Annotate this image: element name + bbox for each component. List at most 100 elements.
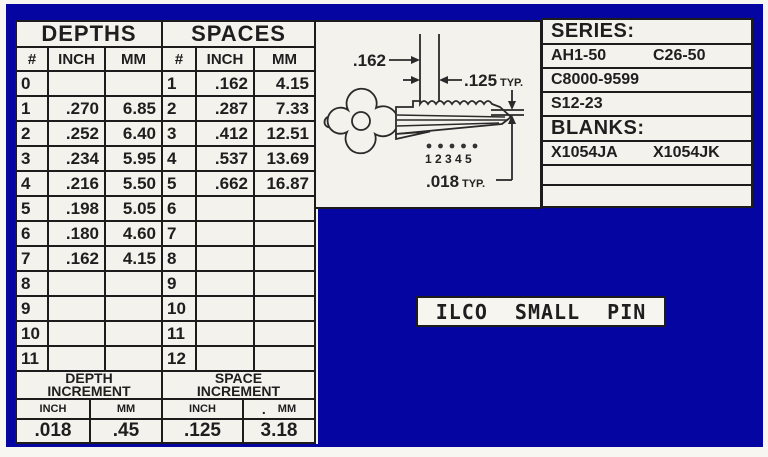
- depth-row-number: 9: [17, 297, 49, 322]
- extension-lines: [419, 34, 440, 102]
- depth-inch-value: .198: [49, 197, 106, 222]
- blade-milling-lines: [396, 114, 507, 127]
- space-increment-title-line1: SPACE: [214, 372, 263, 386]
- depth-row-number: 5: [17, 197, 49, 222]
- space-row-number: 7: [163, 222, 197, 247]
- space-inch-value: [197, 222, 255, 247]
- dim-first-cut-label: .162: [353, 51, 386, 70]
- depth-mm-value: 5.05: [106, 197, 163, 222]
- section-header-row: BLANKS:: [543, 117, 751, 142]
- space-row-number: 3: [163, 122, 197, 147]
- space-mm-value: [255, 272, 316, 297]
- space-inch-value: [197, 347, 255, 372]
- space-inch-value: [197, 197, 255, 222]
- spacing-dimension: .125 TYP.: [403, 71, 523, 90]
- series-blanks-panel: SERIES: AH1-50 C26-50 C8000-9599 S12-23 BLANK…: [541, 18, 753, 208]
- depth-increment-inch-label: INCH: [17, 400, 91, 420]
- depth-inch-value: [49, 297, 106, 322]
- increment-tables: DEPTH INCREMENT SPACE INCREMENT INCH MM …: [15, 372, 318, 444]
- space-row-number: 9: [163, 272, 197, 297]
- depth-inch-value: .162: [49, 247, 106, 272]
- cut-position-numbers: 1 2 3 4 5: [425, 152, 472, 166]
- depth-inch-value: [49, 72, 106, 97]
- series-value-left: AH1-50: [551, 47, 607, 64]
- space-inch-value: .662: [197, 172, 255, 197]
- space-increment-mm-text: MM: [277, 403, 297, 415]
- key-blade-tail: [395, 130, 431, 141]
- space-row-number: 11: [163, 322, 197, 347]
- stray-dot: .: [261, 401, 266, 417]
- depths-spaces-panel: DEPTHS SPACES # INCH MM # INCH MM 0 1.162…: [15, 20, 318, 444]
- depth-inch-value: .234: [49, 147, 106, 172]
- depth-inch-value: [49, 322, 106, 347]
- space-row-number: 1: [163, 72, 197, 97]
- key-diagram-panel: .162 .125 TYP.: [314, 20, 542, 209]
- space-inch-value: [197, 297, 255, 322]
- depth-inch-value: .252: [49, 122, 106, 147]
- depth-mm-value: 5.50: [106, 172, 163, 197]
- series-value-right: C26-50: [653, 47, 706, 64]
- depth-row-number: 7: [17, 247, 49, 272]
- depth-inch-value: [49, 347, 106, 372]
- depth-inch-value: [49, 272, 106, 297]
- dim-depth-typ-label: TYP.: [462, 178, 485, 190]
- spaces-col-inch: INCH: [197, 48, 255, 72]
- depth-inch-value: .216: [49, 172, 106, 197]
- depth-inch-value: .270: [49, 97, 106, 122]
- space-mm-value: 13.69: [255, 147, 316, 172]
- depth-row-number: 6: [17, 222, 49, 247]
- space-mm-value: 12.51: [255, 122, 316, 147]
- depth-mm-value: [106, 72, 163, 97]
- depth-row-number: 3: [17, 147, 49, 172]
- space-row-number: 12: [163, 347, 197, 372]
- spaces-col-number: #: [163, 48, 197, 72]
- series-value-left: C8000-9599: [551, 71, 640, 88]
- dim-depth-step-label: .018: [426, 172, 459, 191]
- depth-mm-value: 6.40: [106, 122, 163, 147]
- series-value-right: X1054JK: [653, 144, 720, 161]
- space-row-number: 10: [163, 297, 197, 322]
- depth-mm-value: [106, 272, 163, 297]
- depth-row-number: 8: [17, 272, 49, 297]
- spaces-col-mm: MM: [255, 48, 316, 72]
- depth-increment-title-line1: DEPTH: [65, 372, 113, 386]
- key-outline: [323, 87, 513, 155]
- depth-mm-value: [106, 347, 163, 372]
- space-mm-value: [255, 297, 316, 322]
- series-data-row: S12-23: [543, 93, 751, 117]
- space-inch-value: .287: [197, 97, 255, 122]
- key-diagram: .162 .125 TYP.: [323, 34, 524, 191]
- dim-spacing-typ-label: TYP.: [500, 77, 523, 89]
- depth-step-dimension: [491, 90, 524, 181]
- space-mm-value: [255, 347, 316, 372]
- space-row-number: 4: [163, 147, 197, 172]
- depth-increment-title: DEPTH INCREMENT: [17, 372, 163, 400]
- depths-col-inch: INCH: [49, 48, 106, 72]
- cut-position-dots: [426, 143, 478, 149]
- depth-mm-value: [106, 322, 163, 347]
- depths-spaces-tables: DEPTHS SPACES # INCH MM # INCH MM 0 1.162…: [15, 20, 318, 372]
- depth-increment-title-line2: INCREMENT: [47, 383, 131, 399]
- space-inch-value: [197, 322, 255, 347]
- section-header-label: BLANKS:: [551, 117, 645, 139]
- space-mm-value: [255, 222, 316, 247]
- space-inch-value: .537: [197, 147, 255, 172]
- product-name-label: ILCO SMALL PIN: [416, 296, 666, 327]
- space-inch-value: [197, 247, 255, 272]
- series-data-row: [543, 166, 751, 186]
- depth-row-number: 0: [17, 72, 49, 97]
- depth-row-number: 2: [17, 122, 49, 147]
- space-increment-inch-label: INCH: [163, 400, 244, 420]
- space-increment-mm-value: 3.18: [244, 420, 316, 444]
- space-increment-title: SPACE INCREMENT: [163, 372, 316, 400]
- section-header-row: SERIES:: [543, 20, 751, 45]
- key-blade: [395, 100, 513, 135]
- space-mm-value: 7.33: [255, 97, 316, 122]
- depth-mm-value: 4.60: [106, 222, 163, 247]
- series-data-row: C8000-9599: [543, 69, 751, 93]
- depths-col-mm: MM: [106, 48, 163, 72]
- depth-row-number: 10: [17, 322, 49, 347]
- space-mm-value: 4.15: [255, 72, 316, 97]
- depth-row-number: 1: [17, 97, 49, 122]
- space-row-number: 6: [163, 197, 197, 222]
